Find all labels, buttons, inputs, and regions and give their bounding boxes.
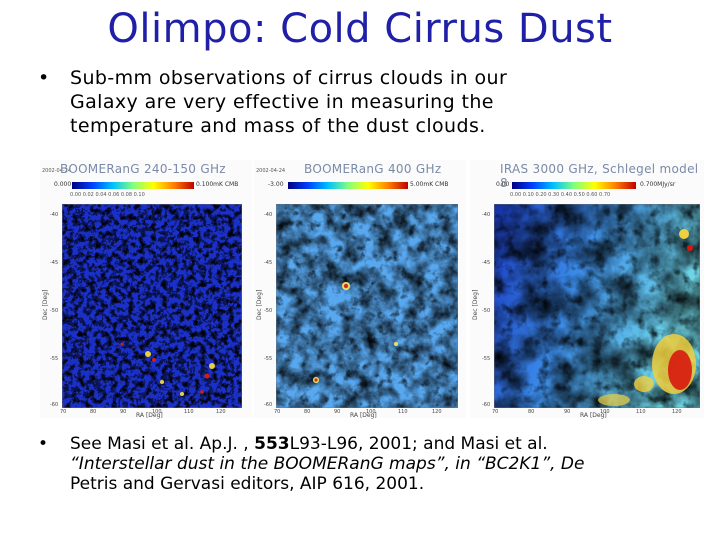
map-panel-boomerang-400: 2002-04-24 BOOMERanG 400 GHz -3.00 5.00m… [254,160,466,419]
y-axis-label: Dec [Deg] [256,289,263,320]
y-tick: -55 [482,356,491,362]
x-tick: 90 [334,409,341,415]
colorbar-max: 0.700MJy/sr [640,181,676,188]
map-title: BOOMERanG 400 GHz [304,162,442,176]
x-tick: 120 [216,409,226,415]
x-tick: 110 [636,409,646,415]
map-texture-light [62,204,242,408]
x-tick: 110 [398,409,408,415]
map-hotspots [598,229,696,406]
colorbar [512,182,636,189]
x-tick: 100 [152,409,162,415]
colorbar [288,182,408,189]
colorbar-min: -3.00 [268,181,284,188]
x-axis-label: RA [Deg] [580,412,607,419]
bullet-1: • Sub-mm observations of cirrus clouds i… [38,66,598,138]
bullet-1-line-1: Sub-mm observations of cirrus clouds in … [70,67,508,89]
y-tick: -40 [264,212,273,218]
bullet-2-line-3: Petris and Gervasi editors, AIP 616, 200… [70,474,425,494]
x-axis-label: RA [Deg] [350,412,377,419]
bullet-2-text: See Masi et al. Ap.J. , 553L93-L96, 2001… [70,434,688,494]
x-tick: 70 [492,409,499,415]
bullet-marker: • [38,434,49,454]
map-title: BOOMERanG 240-150 GHz [60,162,226,176]
paper-title: “Interstellar dust in the BOOMERanG maps… [70,454,585,474]
y-tick: -60 [264,402,273,408]
sky-maps-figure: 2002-04-24 BOOMERanG 240-150 GHz 0.000 0… [40,160,704,419]
bullet-2-line-2: “Interstellar dust in the BOOMERanG maps… [70,454,688,474]
map-image [494,204,700,408]
colorbar-min: 0.000 [54,181,72,188]
y-tick: -50 [264,308,273,314]
colorbar-max: 0.100mK CMB [196,181,239,188]
map-date: 2002-04-24 [256,168,286,174]
y-tick: -60 [50,402,59,408]
bullet-1-line-2: Galaxy are very effective in measuring t… [70,91,494,113]
citation-text: See Masi et al. Ap.J. , [70,434,255,454]
y-tick: -50 [482,308,491,314]
bullet-marker: • [38,67,50,89]
map-image [276,204,458,408]
x-tick: 90 [564,409,571,415]
map-image [62,204,242,408]
x-tick: 120 [432,409,442,415]
y-axis-label: Dec [Deg] [472,289,479,320]
map-date: 2002-04-24 [42,168,72,174]
colorbar-ticks: 0.00 0.02 0.04 0.06 0.08 0.10 [70,192,145,198]
x-tick: 90 [120,409,127,415]
y-tick: -55 [264,356,273,362]
x-tick: 70 [274,409,281,415]
y-tick: -40 [482,212,491,218]
bullet-1-text: Sub-mm observations of cirrus clouds in … [70,66,598,138]
y-tick: -55 [50,356,59,362]
y-tick: -60 [482,402,491,408]
y-axis-label: Dec [Deg] [42,289,49,320]
map-title: IRAS 3000 GHz, Schlegel model 8 [500,162,699,190]
colorbar [72,182,194,189]
y-tick: -50 [50,308,59,314]
x-axis-label: RA [Deg] [136,412,163,419]
colorbar-max: 5.00mK CMB [410,181,449,188]
bullet-2-line-1: See Masi et al. Ap.J. , 553L93-L96, 2001… [70,434,688,454]
citation-pages: L93-L96, 2001; and Masi et al. [289,434,548,454]
x-tick: 120 [672,409,682,415]
map-texture-light [276,204,458,408]
map-hotspots [313,282,398,383]
x-tick: 80 [90,409,97,415]
bullet-1-line-3: temperature and mass of the dust clouds. [70,115,486,137]
colorbar-min: 0.00 [496,181,510,188]
x-tick: 100 [600,409,610,415]
x-tick: 80 [304,409,311,415]
x-tick: 80 [528,409,535,415]
x-tick: 70 [60,409,67,415]
colorbar-ticks: 0.00 0.10 0.20 0.30 0.40 0.50 0.60 0.70 [510,192,611,198]
bullet-2: • See Masi et al. Ap.J. , 553L93-L96, 20… [38,434,688,494]
y-tick: -45 [264,260,273,266]
map-panel-boomerang-240-150: 2002-04-24 BOOMERanG 240-150 GHz 0.000 0… [40,160,252,419]
volume-number: 553 [254,434,290,454]
slide-title: Olimpo: Cold Cirrus Dust [107,6,613,52]
x-tick: 110 [184,409,194,415]
map-hotspots [120,342,215,396]
y-tick: -40 [50,212,59,218]
y-tick: -45 [482,260,491,266]
x-tick: 100 [366,409,376,415]
map-panel-iras-3000: IRAS 3000 GHz, Schlegel model 8 0.00 0.7… [470,160,704,419]
y-tick: -45 [50,260,59,266]
